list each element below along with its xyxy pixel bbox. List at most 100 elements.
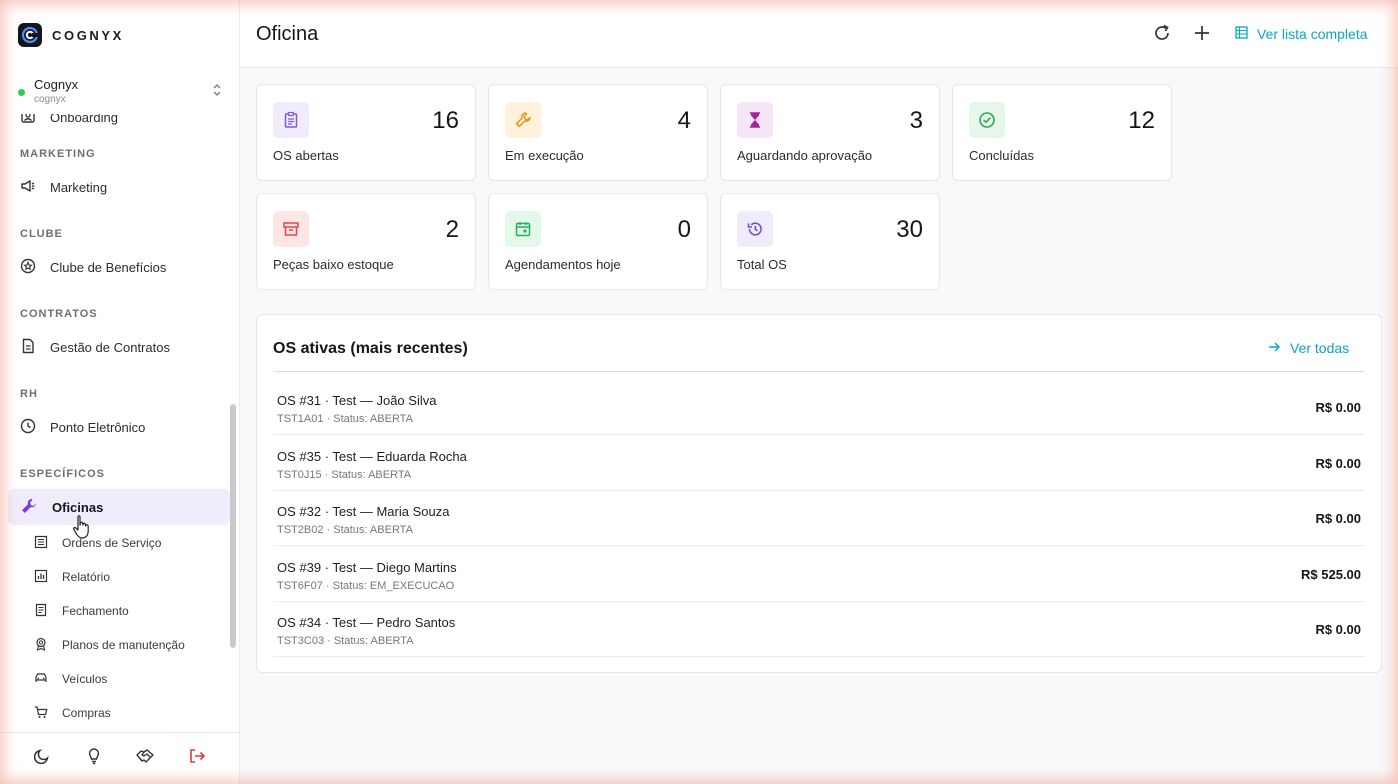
sidebar-subitem-veiculos[interactable]: Veículos <box>26 664 226 694</box>
sidebar-item-onboarding[interactable]: Onboarding <box>8 114 230 135</box>
stat-card-total-os[interactable]: 30 Total OS <box>720 193 940 290</box>
sidebar-item-label: Gestão de Contratos <box>50 339 170 355</box>
view-all-label: Ver todas <box>1290 340 1350 356</box>
stat-value: 12 <box>1128 107 1155 134</box>
refresh-icon <box>1152 23 1172 48</box>
table-row[interactable]: OS #32 · Test — Maria Souza TST2B02 · St… <box>273 491 1365 546</box>
onboarding-icon <box>20 114 36 127</box>
sidebar-subitem-label: Relatório <box>62 570 111 584</box>
sidebar-subitem-label: Veículos <box>62 672 108 686</box>
table-row[interactable]: OS #34 · Test — Pedro Santos TST3C03 · S… <box>273 602 1365 657</box>
section-label-marketing: MARKETING <box>20 148 96 160</box>
clipboard-icon <box>273 102 309 138</box>
wrench-icon <box>20 497 38 518</box>
sidebar-scrollbar[interactable] <box>230 404 236 648</box>
sidebar-subitem-relatorio[interactable]: Relatório <box>26 562 226 592</box>
workspace-switcher[interactable]: Cognyx cognyx <box>8 68 232 114</box>
cart-icon <box>34 705 48 722</box>
view-full-list-label: Ver lista completa <box>1257 26 1368 42</box>
sidebar-subitem-compras[interactable]: Compras <box>26 698 226 728</box>
stat-card-pecas-baixo-estoque[interactable]: 2 Peças baixo estoque <box>256 193 476 290</box>
stat-card-agendamentos-hoje[interactable]: 0 Agendamentos hoje <box>488 193 708 290</box>
panel-title: OS ativas (mais recentes) <box>273 340 468 357</box>
megaphone-icon <box>20 178 36 197</box>
sidebar-item-marketing[interactable]: Marketing <box>8 169 230 205</box>
sidebar: COGNYX Cognyx cognyx Onboarding MARKETIN… <box>0 0 240 784</box>
stat-card-aguardando-aprovacao[interactable]: 3 Aguardando aprovação <box>720 84 940 181</box>
section-label-rh: RH <box>20 388 38 400</box>
view-all-link[interactable]: Ver todas <box>1268 340 1349 356</box>
stat-label: Total OS <box>737 257 787 272</box>
partners-button[interactable] <box>131 745 159 773</box>
table-list-icon <box>1235 26 1248 42</box>
os-title: OS #34 · Test — Pedro Santos <box>277 615 456 630</box>
receipt-icon <box>34 603 48 620</box>
sidebar-item-label: Ponto Eletrônico <box>50 419 146 435</box>
stat-label: Concluídas <box>969 148 1035 163</box>
os-amount: R$ 0.00 <box>1315 400 1361 415</box>
view-full-list-link[interactable]: Ver lista completa <box>1235 26 1368 42</box>
os-subtitle: TST6F07 · Status: EM_EXECUCAO <box>277 580 455 592</box>
chevron-up-down-icon <box>212 83 222 102</box>
sidebar-item-ponto-eletronico[interactable]: Ponto Eletrônico <box>8 409 230 445</box>
os-subtitle: TST2B02 · Status: ABERTA <box>277 524 413 536</box>
stat-label: Agendamentos hoje <box>505 257 621 272</box>
table-row[interactable]: OS #39 · Test — Diego Martins TST6F07 · … <box>273 547 1365 602</box>
stat-value: 4 <box>677 107 691 134</box>
stat-card-os-abertas[interactable]: 16 OS abertas <box>256 84 476 181</box>
os-subtitle: TST3C03 · Status: ABERTA <box>277 635 414 647</box>
os-title: OS #32 · Test — Maria Souza <box>277 504 450 519</box>
cognyx-logo-icon <box>18 23 42 47</box>
sidebar-item-gestao-contratos[interactable]: Gestão de Contratos <box>8 329 230 365</box>
archive-icon <box>273 211 309 247</box>
add-button[interactable] <box>1191 24 1213 46</box>
check-circle-icon <box>969 102 1005 138</box>
sidebar-item-oficinas[interactable]: Oficinas <box>8 489 230 525</box>
theme-toggle-button[interactable] <box>28 745 56 773</box>
refresh-button[interactable] <box>1151 24 1173 46</box>
stat-card-concluidas[interactable]: 12 Concluídas <box>952 84 1172 181</box>
stat-value: 16 <box>432 107 459 134</box>
os-amount: R$ 0.00 <box>1315 456 1361 471</box>
workspace-name: Cognyx <box>34 77 79 92</box>
os-title: OS #39 · Test — Diego Martins <box>277 560 457 575</box>
section-label-clube: CLUBE <box>20 228 63 240</box>
logout-button[interactable] <box>183 745 211 773</box>
plus-icon <box>1193 24 1211 47</box>
stat-value: 2 <box>445 216 459 243</box>
sidebar-subitem-label: Compras <box>62 706 111 720</box>
tips-button[interactable] <box>80 745 108 773</box>
sidebar-subitem-fechamento[interactable]: Fechamento <box>26 596 226 626</box>
workspace-status-dot <box>18 88 25 96</box>
topbar: Oficina Ver lista completa <box>240 0 1398 68</box>
brand-name: COGNYX <box>52 27 124 43</box>
sidebar-subitem-label: Ordens de Serviço <box>62 536 162 550</box>
os-title: OS #31 · Test — João Silva <box>277 393 437 408</box>
stat-value: 30 <box>896 216 923 243</box>
logout-icon <box>188 747 206 770</box>
hourglass-icon <box>737 102 773 138</box>
arrow-right-icon <box>1268 340 1280 356</box>
os-amount: R$ 0.00 <box>1315 511 1361 526</box>
sidebar-item-label: Clube de Benefícios <box>50 259 167 275</box>
sidebar-item-clube-beneficios[interactable]: Clube de Benefícios <box>8 249 230 285</box>
table-row[interactable]: OS #31 · Test — João Silva TST1A01 · Sta… <box>273 380 1365 435</box>
table-row[interactable]: OS #35 · Test — Eduarda Rocha TST0J15 · … <box>273 436 1365 491</box>
stat-value: 3 <box>909 107 923 134</box>
brand[interactable]: COGNYX <box>18 23 124 47</box>
stat-card-em-execucao[interactable]: 4 Em execução <box>488 84 708 181</box>
sidebar-subitem-ordens-servico[interactable]: Ordens de Serviço <box>26 528 226 558</box>
section-label-especificos: ESPECÍFICOS <box>20 468 105 480</box>
lightbulb-icon <box>85 747 103 770</box>
stat-label: Em execução <box>505 148 584 163</box>
os-amount: R$ 525.00 <box>1301 567 1361 582</box>
calendar-icon <box>505 211 541 247</box>
sidebar-nav: Onboarding MARKETING Marketing CLUBE Clu… <box>0 114 232 732</box>
bar-chart-icon <box>34 569 48 586</box>
stat-value: 0 <box>677 216 691 243</box>
sidebar-subitem-planos-manutencao[interactable]: Planos de manutenção <box>26 630 226 660</box>
star-badge-icon <box>20 258 36 277</box>
section-label-contratos: CONTRATOS <box>20 308 98 320</box>
sidebar-subitem-label: Planos de manutenção <box>62 638 185 652</box>
os-amount: R$ 0.00 <box>1315 622 1361 637</box>
